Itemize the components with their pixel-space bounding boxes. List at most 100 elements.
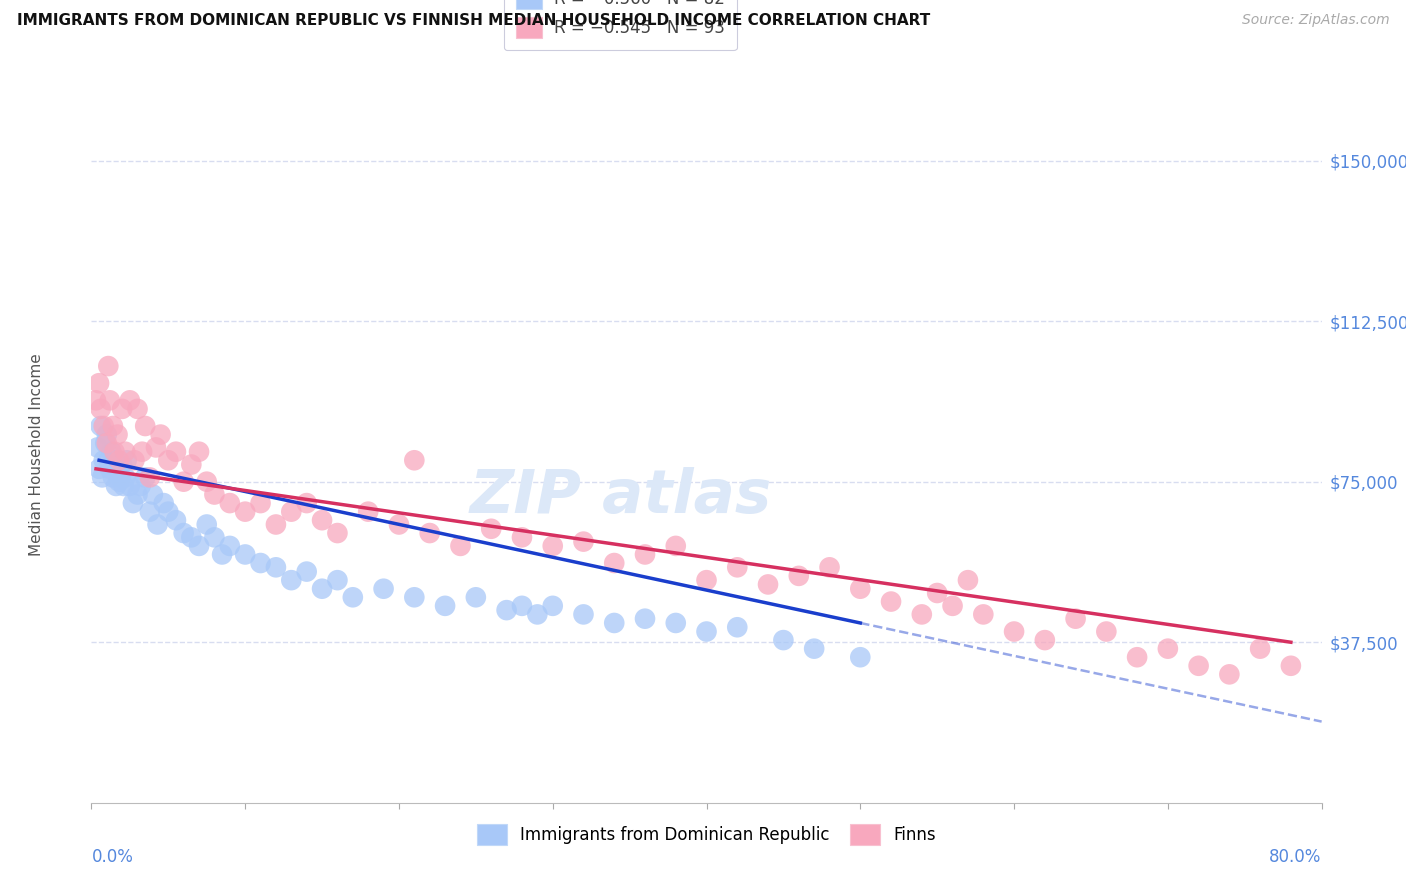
Point bbox=[295, 565, 318, 579]
Point bbox=[165, 444, 187, 458]
Point bbox=[108, 453, 131, 467]
Point bbox=[114, 470, 136, 484]
Point bbox=[103, 444, 125, 458]
Point bbox=[1033, 633, 1056, 648]
Point bbox=[419, 526, 441, 541]
Point bbox=[404, 453, 426, 467]
Point bbox=[603, 556, 626, 570]
Point bbox=[101, 419, 124, 434]
Point bbox=[1157, 641, 1180, 656]
Point bbox=[218, 539, 240, 553]
Point bbox=[86, 441, 108, 455]
Point bbox=[195, 475, 218, 489]
Point bbox=[145, 441, 167, 455]
Point bbox=[572, 607, 595, 622]
Point bbox=[149, 427, 172, 442]
Point bbox=[218, 496, 240, 510]
Point bbox=[134, 470, 156, 484]
Point bbox=[114, 444, 136, 458]
Point bbox=[849, 650, 872, 665]
Point bbox=[93, 419, 115, 434]
Point bbox=[180, 530, 202, 544]
Point bbox=[118, 479, 141, 493]
Point bbox=[98, 462, 121, 476]
Point bbox=[404, 591, 426, 605]
Point bbox=[541, 599, 564, 613]
Point bbox=[93, 453, 115, 467]
Text: 0.0%: 0.0% bbox=[91, 848, 134, 866]
Point bbox=[118, 393, 141, 408]
Point bbox=[115, 453, 138, 467]
Point bbox=[90, 401, 112, 416]
Point bbox=[87, 462, 110, 476]
Point bbox=[603, 615, 626, 630]
Point bbox=[173, 475, 195, 489]
Point bbox=[152, 496, 174, 510]
Point bbox=[972, 607, 994, 622]
Point bbox=[97, 453, 120, 467]
Point bbox=[91, 470, 114, 484]
Point bbox=[105, 479, 127, 493]
Point bbox=[249, 556, 271, 570]
Point bbox=[211, 548, 233, 562]
Point bbox=[100, 444, 122, 458]
Point bbox=[188, 444, 211, 458]
Point bbox=[98, 393, 121, 408]
Point bbox=[1279, 658, 1302, 673]
Text: Median Household Income: Median Household Income bbox=[28, 353, 44, 557]
Point bbox=[264, 560, 287, 574]
Point bbox=[1249, 641, 1271, 656]
Point bbox=[756, 577, 779, 591]
Point bbox=[373, 582, 395, 596]
Point bbox=[1187, 658, 1209, 673]
Point bbox=[127, 401, 149, 416]
Point bbox=[202, 530, 225, 544]
Point bbox=[1002, 624, 1025, 639]
Point bbox=[165, 513, 187, 527]
Point bbox=[479, 522, 502, 536]
Point bbox=[449, 539, 471, 553]
Point bbox=[107, 462, 129, 476]
Text: IMMIGRANTS FROM DOMINICAN REPUBLIC VS FINNISH MEDIAN HOUSEHOLD INCOME CORRELATIO: IMMIGRANTS FROM DOMINICAN REPUBLIC VS FI… bbox=[17, 13, 931, 29]
Point bbox=[695, 624, 717, 639]
Point bbox=[634, 548, 657, 562]
Point bbox=[665, 615, 688, 630]
Point bbox=[725, 620, 748, 634]
Point bbox=[326, 526, 349, 541]
Point bbox=[725, 560, 748, 574]
Point bbox=[357, 505, 380, 519]
Point bbox=[157, 453, 180, 467]
Point bbox=[1126, 650, 1149, 665]
Text: 80.0%: 80.0% bbox=[1270, 848, 1322, 866]
Point bbox=[342, 591, 364, 605]
Point bbox=[1095, 624, 1118, 639]
Point bbox=[695, 573, 717, 587]
Point bbox=[233, 505, 256, 519]
Point bbox=[818, 560, 841, 574]
Text: Source: ZipAtlas.com: Source: ZipAtlas.com bbox=[1241, 13, 1389, 28]
Point bbox=[249, 496, 271, 510]
Point bbox=[772, 633, 794, 648]
Point bbox=[464, 591, 486, 605]
Point bbox=[84, 393, 107, 408]
Point bbox=[233, 548, 256, 562]
Point bbox=[139, 505, 162, 519]
Text: ZIP atlas: ZIP atlas bbox=[470, 467, 772, 526]
Point bbox=[146, 517, 169, 532]
Point bbox=[127, 487, 149, 501]
Point bbox=[634, 612, 657, 626]
Point bbox=[131, 444, 153, 458]
Point bbox=[927, 586, 949, 600]
Point bbox=[94, 436, 117, 450]
Point bbox=[90, 419, 112, 434]
Point bbox=[956, 573, 979, 587]
Point bbox=[541, 539, 564, 553]
Point bbox=[142, 487, 165, 501]
Point bbox=[311, 582, 333, 596]
Legend: Immigrants from Dominican Republic, Finns: Immigrants from Dominican Republic, Finn… bbox=[465, 813, 948, 857]
Point bbox=[202, 487, 225, 501]
Point bbox=[129, 479, 152, 493]
Point bbox=[87, 376, 110, 391]
Point bbox=[264, 517, 287, 532]
Point bbox=[157, 505, 180, 519]
